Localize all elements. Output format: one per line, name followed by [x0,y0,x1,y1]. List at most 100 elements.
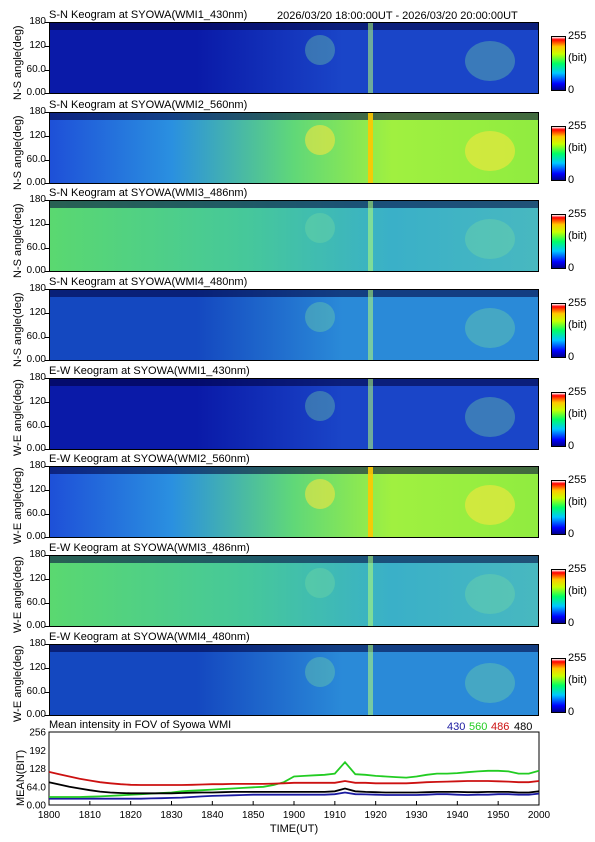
keogram-ytick-mark [45,715,49,716]
series-line-430 [49,791,540,800]
keogram-ytick: 120 [29,396,46,407]
keogram-bright-streak [368,290,373,360]
keogram-image [49,555,539,627]
keogram-title: E-W Keogram at SYOWA(WMI4_480nm) [49,631,250,643]
keogram-image [49,644,539,716]
keogram-ytick-mark [45,271,49,272]
keogram-ytick: 0.00 [26,443,46,454]
keogram-ytick: 120 [29,484,46,495]
keogram-ytick-mark [45,248,49,249]
chart-xtick-label: 1930 [405,810,428,821]
legend-entry-486: 486 [491,721,509,733]
colorbar-min-label: 0 [568,174,575,186]
keogram-bright-streak [368,556,373,626]
colorbar-min-label: 0 [568,617,575,629]
keogram-ytick: 120 [29,307,46,318]
keogram-title: S-N Keogram at SYOWA(WMI1_430nm) [49,9,248,21]
keogram-image [49,378,539,450]
keogram-aurora-patch [305,125,335,155]
keogram-ytick: 60.0 [26,331,46,342]
keogram-horizon-band [50,23,538,30]
keogram-ytick-mark [45,360,49,361]
keogram-image [49,200,539,272]
keogram-ytick-mark [45,514,49,515]
keogram-ytick: 0.00 [26,620,46,631]
keogram-panel: S-N Keogram at SYOWA(WMI3_486nm) N-S angl… [0,184,595,278]
keogram-horizon-band [50,467,538,474]
keogram-horizon-band [50,290,538,297]
keogram-ytick: 60.0 [26,154,46,165]
keogram-ytick-mark [45,668,49,669]
chart-ytick-label: 192 [29,746,46,757]
colorbar [551,658,566,713]
plot-frame [48,731,540,806]
keogram-panel: S-N Keogram at SYOWA(WMI1_430nm) N-S angl… [0,6,595,100]
colorbar [551,569,566,624]
chart-title: Mean intensity in FOV of Syowa WMI [49,719,231,731]
colorbar-max-label: 255 [568,652,587,664]
keogram-ytick: 180 [29,16,46,27]
keogram-ytick-mark [45,313,49,314]
keogram-ytick: 180 [29,549,46,560]
keogram-aurora-patch [465,397,515,437]
colorbar-max-label: 255 [568,563,587,575]
keogram-ytick-mark [45,626,49,627]
legend-entry-560: 560 [469,721,487,733]
keogram-aurora-patch [465,485,515,525]
keogram-ytick-mark [45,537,49,538]
chart-xtick-label: 1850 [242,810,265,821]
keogram-aurora-patch [305,657,335,687]
colorbar [551,126,566,181]
colorbar-min-label: 0 [568,351,575,363]
series-line-480 [48,781,540,795]
keogram-ytick-mark [45,644,49,645]
keogram-title: S-N Keogram at SYOWA(WMI2_560nm) [49,99,248,111]
colorbar-unit-label: (bit) [568,496,587,508]
keogram-ytick-mark [45,579,49,580]
keogram-ytick-mark [45,490,49,491]
colorbar-unit-label: (bit) [568,142,587,154]
keogram-ytick: 120 [29,218,46,229]
keogram-ytick-mark [45,112,49,113]
keogram-ytick-mark [45,289,49,290]
keogram-ytick-mark [45,426,49,427]
keogram-title: E-W Keogram at SYOWA(WMI1_430nm) [49,365,250,377]
series-line-486 [48,771,540,786]
colorbar-max-label: 255 [568,30,587,42]
keogram-ytick: 60.0 [26,597,46,608]
series-line-560 [49,760,540,798]
chart-xtick-label: 1840 [201,810,224,821]
colorbar-unit-label: (bit) [568,319,587,331]
chart-xtick-label: 1950 [487,810,510,821]
chart-xtick-label: 2000 [528,810,551,821]
keogram-image [49,466,539,538]
keogram-ytick-mark [45,555,49,556]
colorbar-unit-label: (bit) [568,585,587,597]
chart-ytick-label: 128 [29,764,46,775]
keogram-ytick-mark [45,224,49,225]
keogram-aurora-patch [465,663,515,703]
keogram-bright-streak [368,467,373,537]
chart-xtick-label: 1900 [283,810,306,821]
colorbar-max-label: 255 [568,297,587,309]
keogram-ytick-mark [45,449,49,450]
keogram-title: S-N Keogram at SYOWA(WMI4_480nm) [49,276,248,288]
colorbar-min-label: 0 [568,706,575,718]
colorbar-min-label: 0 [568,262,575,274]
keogram-ytick: 180 [29,106,46,117]
keogram-image [49,289,539,361]
keogram-ytick: 180 [29,460,46,471]
keogram-ytick: 0.00 [26,709,46,720]
keogram-ytick-mark [45,466,49,467]
keogram-title: E-W Keogram at SYOWA(WMI3_486nm) [49,542,250,554]
keogram-ytick: 60.0 [26,64,46,75]
keogram-panel: E-W Keogram at SYOWA(WMI1_430nm) W-E angl… [0,362,595,456]
chart-xlabel: TIME(UT) [270,823,318,835]
keogram-title: E-W Keogram at SYOWA(WMI2_560nm) [49,453,250,465]
colorbar [551,36,566,91]
keogram-ytick-mark [45,93,49,94]
keogram-ytick-mark [45,603,49,604]
chart-xtick-label: 1940 [446,810,469,821]
colorbar-unit-label: (bit) [568,674,587,686]
